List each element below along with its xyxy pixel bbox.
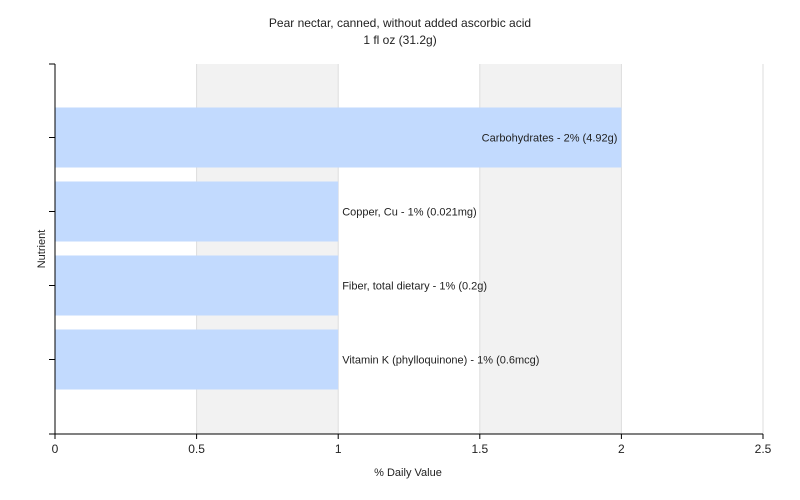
axes: 0 0.5 1 1.5 2 2.5 <box>49 63 772 456</box>
x-tick-label: 0 <box>52 442 59 456</box>
bar <box>55 107 622 168</box>
x-tick-label: 1.5 <box>471 442 488 456</box>
bar <box>55 181 339 242</box>
bar-data-label: Vitamin K (phylloquinone) - 1% (0.6mcg) <box>342 355 539 367</box>
x-tick-label: 1 <box>335 442 342 456</box>
x-tick-label: 0.5 <box>188 442 205 456</box>
y-axis-label: Nutrient <box>36 230 48 269</box>
x-tick-label: 2 <box>618 442 625 456</box>
chart-subtitle: 1 fl oz (31.2g) <box>363 33 436 47</box>
bar-data-label: Carbohydrates - 2% (4.92g) <box>482 133 618 145</box>
bar <box>55 255 339 316</box>
data-labels: Carbohydrates - 2% (4.92g) Copper, Cu - 1… <box>342 133 617 367</box>
x-axis-label: % Daily Value <box>374 467 442 479</box>
bar-data-label: Fiber, total dietary - 1% (0.2g) <box>342 281 487 293</box>
bars <box>55 107 622 390</box>
chart-title: Pear nectar, canned, without added ascor… <box>269 16 531 30</box>
x-tick-label: 2.5 <box>755 442 772 456</box>
background-band <box>621 64 763 434</box>
bar-data-label: Copper, Cu - 1% (0.021mg) <box>342 207 477 219</box>
bar <box>55 329 339 390</box>
